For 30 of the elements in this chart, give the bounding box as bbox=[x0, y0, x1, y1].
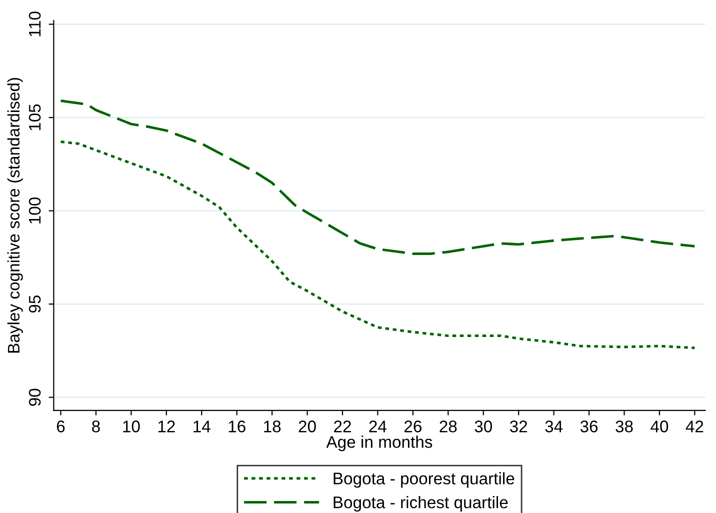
x-tick-label: 22 bbox=[334, 420, 351, 432]
x-tick-label: 24 bbox=[369, 420, 386, 432]
line-series bbox=[59, 140, 696, 350]
x-tick-label: 34 bbox=[545, 420, 563, 432]
x-tick-label: 42 bbox=[686, 420, 704, 432]
y-tick-label: 110 bbox=[28, 12, 41, 36]
x-tick-label: 38 bbox=[616, 420, 633, 432]
x-tick-label: 18 bbox=[264, 420, 281, 432]
x-tick-label: 32 bbox=[510, 420, 528, 432]
x-tick-label: 20 bbox=[298, 420, 316, 432]
x-axis-title: Age in months bbox=[326, 436, 432, 452]
legend-label: Bogota - poorest quartile bbox=[334, 472, 514, 488]
y-tick-label: 105 bbox=[28, 104, 41, 130]
x-tick-label: 16 bbox=[228, 420, 246, 432]
y-tick-label: 95 bbox=[28, 296, 41, 313]
x-tick-label: 10 bbox=[123, 420, 140, 432]
y-tick-label: 90 bbox=[28, 388, 41, 406]
legend-label: Bogota - richest quartile bbox=[334, 496, 508, 512]
x-tick-label: 6 bbox=[56, 420, 65, 432]
x-tick-label: 36 bbox=[580, 420, 598, 432]
x-tick-label: 28 bbox=[440, 420, 457, 432]
x-tick-label: 40 bbox=[650, 420, 668, 432]
x-tick-label: 14 bbox=[194, 420, 210, 432]
x-tick-label: 26 bbox=[404, 420, 422, 432]
line-series bbox=[59, 99, 696, 255]
x-tick-label: 8 bbox=[92, 420, 100, 432]
y-axis-title: Bayley cognitive score (standardised) bbox=[7, 78, 23, 353]
x-tick-label: 30 bbox=[474, 420, 492, 432]
y-tick-label: 100 bbox=[28, 198, 41, 224]
x-tick-label: 12 bbox=[158, 420, 175, 432]
